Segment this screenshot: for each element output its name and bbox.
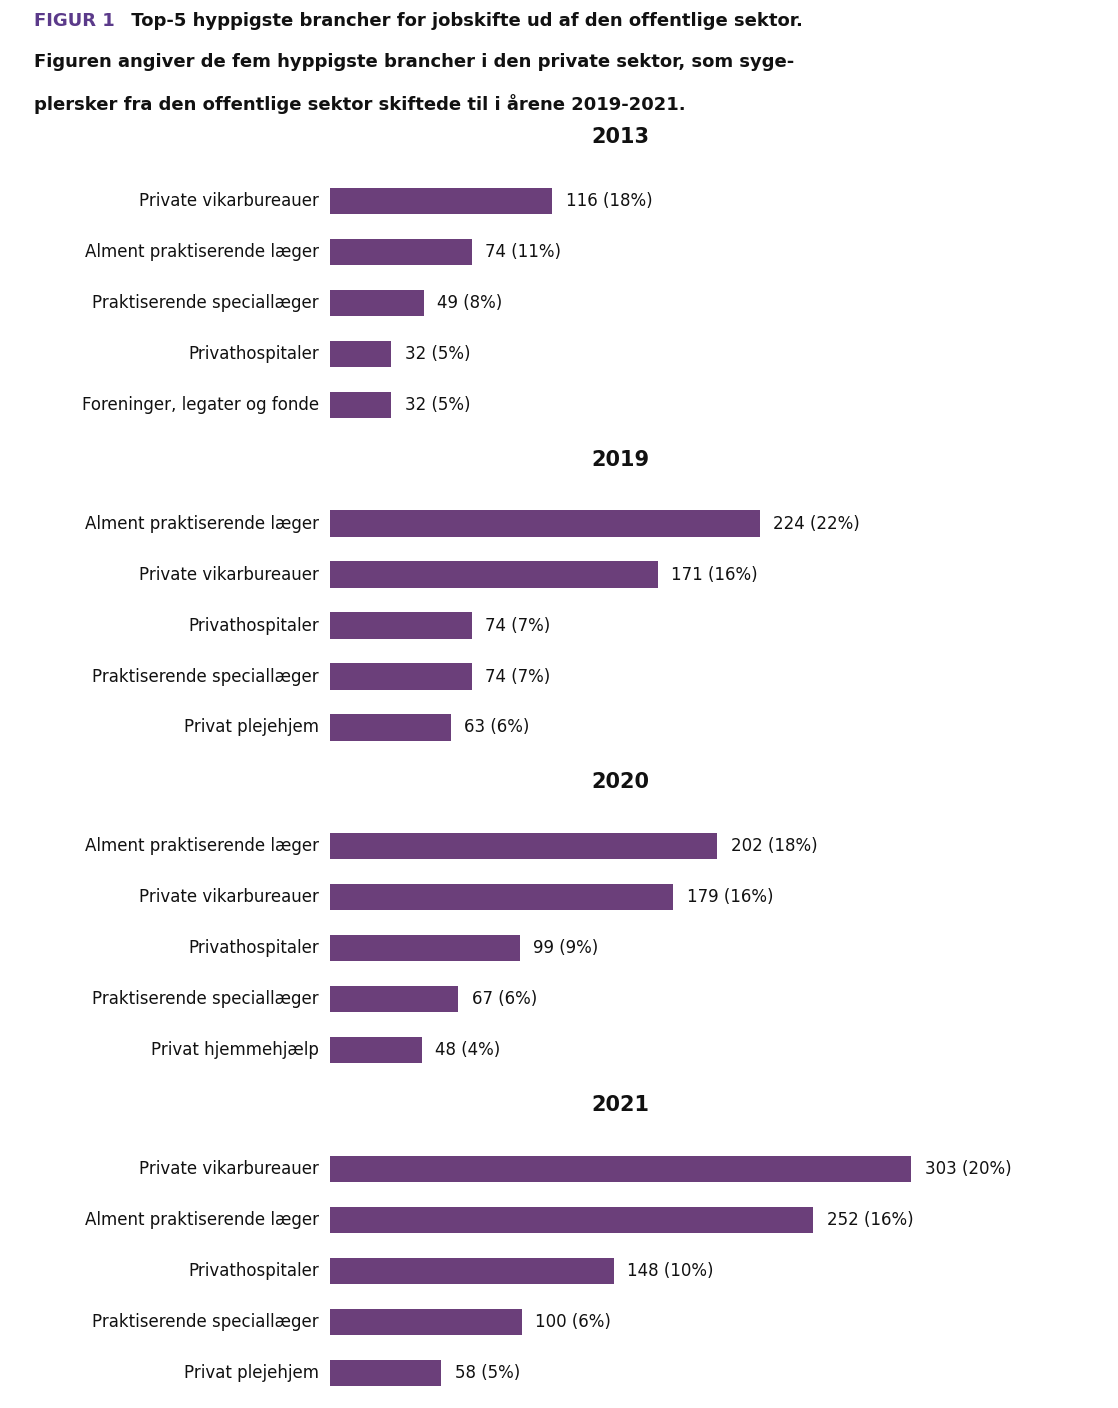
Text: 48 (4%): 48 (4%) xyxy=(435,1041,501,1059)
Text: Privat hjemmehjælp: Privat hjemmehjælp xyxy=(151,1041,319,1059)
Text: Privathospitaler: Privathospitaler xyxy=(188,1262,319,1280)
Bar xyxy=(330,1308,522,1335)
Text: Private vikarbureauer: Private vikarbureauer xyxy=(139,1160,319,1178)
Text: 67 (6%): 67 (6%) xyxy=(472,990,537,1008)
Text: 74 (7%): 74 (7%) xyxy=(485,667,550,686)
Text: 116 (18%): 116 (18%) xyxy=(566,191,653,210)
Text: Private vikarbureauer: Private vikarbureauer xyxy=(139,566,319,583)
Bar xyxy=(330,1360,442,1385)
Bar xyxy=(330,1036,421,1063)
Text: 303 (20%): 303 (20%) xyxy=(925,1160,1011,1178)
Text: Privathospitaler: Privathospitaler xyxy=(188,345,319,363)
Text: 224 (22%): 224 (22%) xyxy=(773,514,860,532)
Bar xyxy=(330,187,552,214)
Text: Praktiserende speciallæger: Praktiserende speciallæger xyxy=(92,294,319,311)
Text: Privat plejehjem: Privat plejehjem xyxy=(183,718,319,736)
Text: plersker fra den offentlige sektor skiftede til i årene 2019-2021.: plersker fra den offentlige sektor skift… xyxy=(34,94,685,114)
Bar xyxy=(330,391,391,418)
Bar xyxy=(330,290,424,317)
Bar xyxy=(330,935,520,962)
Bar xyxy=(330,562,657,587)
Text: 63 (6%): 63 (6%) xyxy=(464,718,530,736)
Text: 2019: 2019 xyxy=(591,449,650,470)
Text: Alment praktiserende læger: Alment praktiserende læger xyxy=(85,1211,319,1229)
Text: 100 (6%): 100 (6%) xyxy=(536,1312,610,1331)
Text: 2021: 2021 xyxy=(591,1095,650,1115)
Text: Privat plejehjem: Privat plejehjem xyxy=(183,1364,319,1381)
Bar xyxy=(330,986,458,1012)
Text: FIGUR 1: FIGUR 1 xyxy=(34,11,114,30)
Text: Private vikarbureauer: Private vikarbureauer xyxy=(139,888,319,907)
Bar xyxy=(330,238,472,265)
Text: Alment praktiserende læger: Alment praktiserende læger xyxy=(85,514,319,532)
Bar xyxy=(330,1156,911,1183)
Text: Privathospitaler: Privathospitaler xyxy=(188,617,319,635)
Text: Foreninger, legater og fonde: Foreninger, legater og fonde xyxy=(82,396,319,414)
Text: 58 (5%): 58 (5%) xyxy=(455,1364,520,1381)
Text: 2020: 2020 xyxy=(591,773,650,793)
Bar xyxy=(330,884,673,911)
Text: 32 (5%): 32 (5%) xyxy=(405,345,471,363)
Text: 148 (10%): 148 (10%) xyxy=(627,1262,713,1280)
Text: Praktiserende speciallæger: Praktiserende speciallæger xyxy=(92,1312,319,1331)
Text: Figuren angiver de fem hyppigste brancher i den private sektor, som syge-: Figuren angiver de fem hyppigste branche… xyxy=(34,54,794,70)
Bar xyxy=(330,834,718,859)
Bar xyxy=(330,663,472,690)
Text: 252 (16%): 252 (16%) xyxy=(826,1211,913,1229)
Text: 179 (16%): 179 (16%) xyxy=(686,888,774,907)
Text: Top-5 hyppigste brancher for jobskifte ud af den offentlige sektor.: Top-5 hyppigste brancher for jobskifte u… xyxy=(125,11,803,30)
Bar xyxy=(330,714,451,741)
Text: 74 (11%): 74 (11%) xyxy=(485,244,561,260)
Bar xyxy=(330,1257,614,1284)
Text: Praktiserende speciallæger: Praktiserende speciallæger xyxy=(92,990,319,1008)
Text: 171 (16%): 171 (16%) xyxy=(671,566,758,583)
Text: Private vikarbureauer: Private vikarbureauer xyxy=(139,191,319,210)
Text: 202 (18%): 202 (18%) xyxy=(731,838,817,855)
Text: Alment praktiserende læger: Alment praktiserende læger xyxy=(85,838,319,855)
Text: 74 (7%): 74 (7%) xyxy=(485,617,550,635)
Bar xyxy=(330,1207,813,1233)
Bar xyxy=(330,341,391,367)
Text: Alment praktiserende læger: Alment praktiserende læger xyxy=(85,244,319,260)
Bar xyxy=(330,612,472,639)
Text: 49 (8%): 49 (8%) xyxy=(437,294,502,311)
Text: Privathospitaler: Privathospitaler xyxy=(188,939,319,957)
Text: 99 (9%): 99 (9%) xyxy=(533,939,598,957)
Text: Praktiserende speciallæger: Praktiserende speciallæger xyxy=(92,667,319,686)
Text: 32 (5%): 32 (5%) xyxy=(405,396,471,414)
Bar xyxy=(330,510,759,536)
Text: 2013: 2013 xyxy=(591,127,650,146)
